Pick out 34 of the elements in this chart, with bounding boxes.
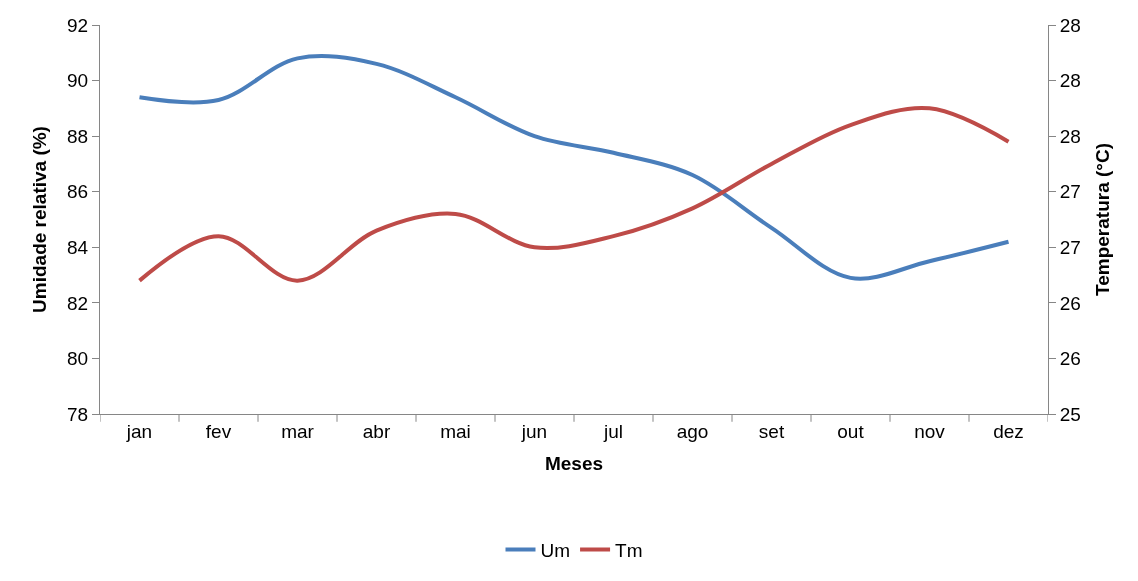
x-tick-label: mar	[281, 420, 315, 442]
line-series	[137, 106, 1011, 283]
x-tick-label: nov	[914, 420, 946, 442]
y2-tick-label: 28	[1059, 14, 1081, 36]
x-tick-label: mai	[440, 420, 471, 442]
x-tick-label: dez	[993, 420, 1024, 442]
y2-tick-label: 28	[1059, 125, 1081, 147]
y-tick-label: 80	[67, 348, 89, 370]
x-axis-title: Meses	[544, 452, 604, 474]
x-tick-label: ago	[676, 420, 709, 442]
y-tick-label: 88	[67, 125, 89, 147]
x-tick-label: fev	[205, 420, 232, 442]
x-tick-label: jul	[602, 420, 624, 442]
y-axis-title: Umidade relativa (%)	[28, 126, 50, 313]
x-tick-label: set	[758, 420, 785, 442]
y2-tick-label: 25	[1059, 403, 1081, 425]
y2-tick-label: 26	[1059, 292, 1081, 314]
y-tick-label: 84	[67, 236, 89, 258]
legend-label: Tm	[615, 539, 643, 561]
x-tick-label: jan	[125, 420, 153, 442]
y2-tick-label: 27	[1059, 236, 1081, 258]
y2-tick-label: 27	[1059, 181, 1081, 203]
y2-tick-label: 28	[1059, 70, 1081, 92]
y-tick-label: 86	[67, 181, 89, 203]
y-tick-label: 92	[67, 14, 89, 36]
x-tick-label: abr	[362, 420, 391, 442]
y2-tick-label: 26	[1059, 348, 1081, 370]
y-tick-label: 90	[67, 70, 89, 92]
x-tick-label: jun	[520, 420, 548, 442]
y2-axis-title: Temperatura (°C)	[1091, 143, 1113, 296]
legend-label: Um	[540, 539, 571, 561]
y-tick-label: 78	[67, 403, 89, 425]
x-tick-label: out	[837, 420, 865, 442]
y-tick-label: 82	[67, 292, 89, 314]
